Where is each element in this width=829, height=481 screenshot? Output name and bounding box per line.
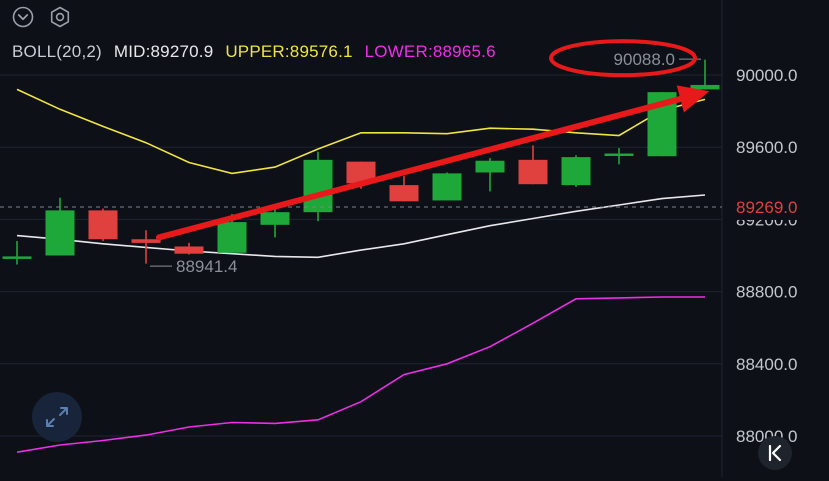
low-marker-label: 88941.4 — [176, 257, 237, 276]
current-price-tag — [723, 193, 829, 220]
candle-body-down — [518, 159, 548, 185]
lower-band-line — [16, 296, 705, 453]
high-marker-label: 90088.0 — [614, 50, 675, 69]
candle-body-up — [2, 256, 32, 259]
y-tick-label: 89600.0 — [736, 138, 797, 157]
legend-lower: LOWER:88965.6 — [364, 42, 496, 61]
legend-indicator: BOLL(20,2) — [12, 42, 102, 61]
y-tick-label: 88400.0 — [736, 355, 797, 374]
scroll-to-latest-button[interactable] — [758, 436, 792, 470]
candle-body-up — [690, 84, 720, 90]
annotation-arrow-head — [676, 85, 710, 113]
mid-band-line — [16, 194, 706, 259]
legend-upper: UPPER:89576.1 — [225, 42, 353, 61]
annotation-ellipse — [549, 39, 697, 78]
y-tick-label: 90000.0 — [736, 66, 797, 85]
candle-body-up — [432, 173, 462, 201]
settings-hexagon-icon[interactable] — [49, 6, 71, 28]
expand-button[interactable] — [32, 392, 82, 442]
candle-body-up — [217, 222, 247, 253]
candle-body-down — [88, 210, 118, 240]
candle-body-up — [303, 159, 333, 213]
candle-body-up — [475, 160, 505, 173]
candle-body-up — [561, 157, 591, 186]
candle-body-down — [174, 246, 204, 254]
boll-legend: BOLL(20,2) MID:89270.9 UPPER:89576.1 LOW… — [12, 42, 503, 62]
scroll-to-latest-icon — [768, 444, 782, 462]
candle-body-down — [346, 161, 376, 184]
expand-icon — [46, 407, 68, 427]
candle-body-up — [604, 153, 634, 157]
upper-band-line — [16, 88, 706, 175]
candle-body-down — [389, 185, 419, 202]
y-tick-label: 88800.0 — [736, 283, 797, 302]
candle-body-down — [131, 239, 161, 243]
current-price-label: 89269.0 — [736, 198, 797, 217]
annotation-arrow-shaft — [155, 95, 684, 241]
legend-mid: MID:89270.9 — [113, 42, 214, 61]
candle-body-up — [260, 212, 290, 225]
candle-body-up — [45, 210, 75, 256]
chevron-down-icon[interactable] — [12, 6, 34, 28]
